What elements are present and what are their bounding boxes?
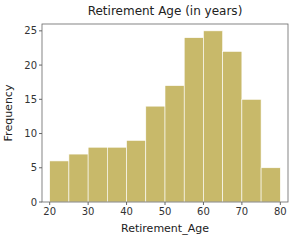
y-tick-label: 25 [24,25,37,36]
x-tick [165,202,166,205]
title: Retirement Age (in years) [88,4,243,18]
x-tick-label: 20 [43,206,56,217]
x-tick [126,202,127,205]
histogram-bar [146,106,165,202]
y-tick-label: 15 [24,94,37,105]
chart: 20 30 40 50 60 70 80 0 5 10 15 20 25 Retirement Age (… [0,0,300,240]
histogram-bar [261,168,280,202]
x-tick [241,202,242,205]
histogram-bar [165,86,184,202]
histogram-bar [127,140,146,202]
histogram-bar [107,147,126,202]
x-tick [49,202,50,205]
histogram-bar [223,51,242,202]
y-tick [39,30,42,31]
histogram-bar [69,154,88,202]
y-tick [39,65,42,66]
x-tick-label: 30 [82,206,95,217]
histogram-bar [50,161,69,202]
x-axis-label: Retirement_Age [121,222,209,235]
y-tick-label: 20 [24,60,37,71]
histogram-bar [88,147,107,202]
y-tick-label: 0 [31,197,37,208]
y-tick [39,99,42,100]
y-tick-label: 5 [31,162,37,173]
x-tick-label: 50 [159,206,172,217]
x-tick-label: 40 [120,206,133,217]
x-tick-label: 60 [197,206,210,217]
histogram-bar [203,31,222,202]
y-tick [39,167,42,168]
x-tick [88,202,89,205]
x-tick [203,202,204,205]
y-tick [39,202,42,203]
y-axis-label: Frequency [2,84,15,141]
x-tick-label: 80 [274,206,287,217]
plot-frame [42,24,288,202]
x-tick [280,202,281,205]
x-tick-label: 70 [236,206,249,217]
histogram-bar [184,38,203,202]
y-tick-label: 10 [24,128,37,139]
y-tick [39,133,42,134]
histogram-bar [242,99,261,202]
bars [50,31,281,202]
